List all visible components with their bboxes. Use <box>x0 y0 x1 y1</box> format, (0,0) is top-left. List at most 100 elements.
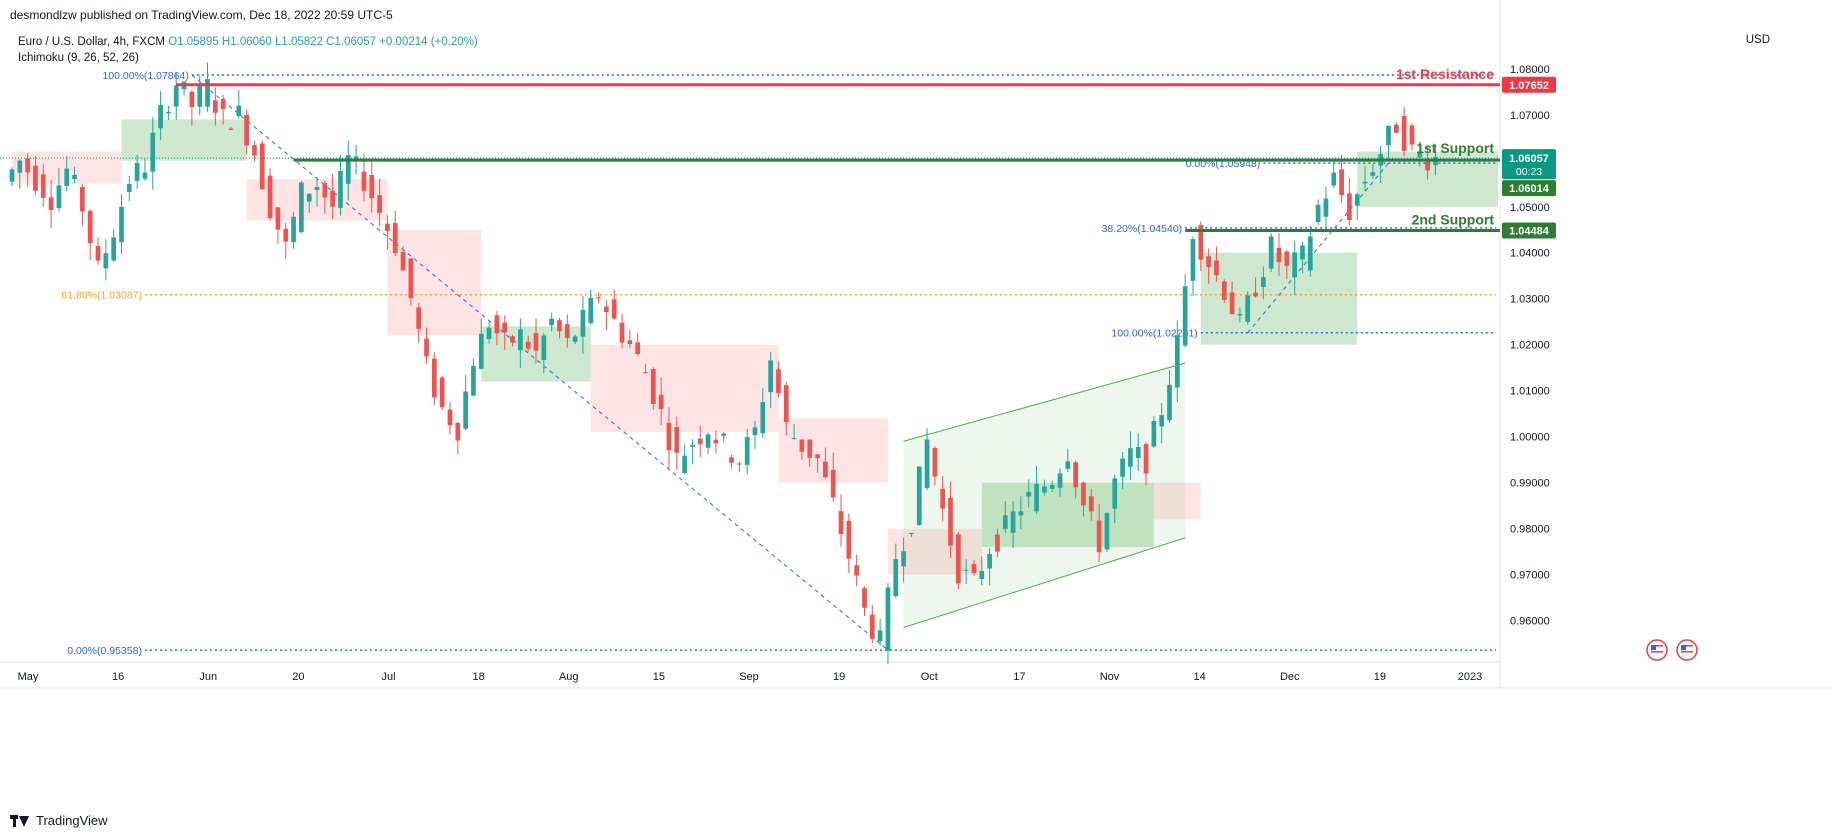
candle <box>776 361 781 398</box>
y-tick-label: 1.05000 <box>1510 202 1550 214</box>
candle <box>306 193 312 213</box>
candle <box>1214 246 1219 282</box>
candle <box>17 159 23 189</box>
candle <box>854 554 860 587</box>
publisher-line: desmondlzw published on TradingView.com,… <box>10 8 393 22</box>
cloud-segment <box>121 119 247 161</box>
symbol-line: Euro / U.S. Dollar, 4h, FXCM O1.05895 H1… <box>18 34 478 50</box>
ohlc-low: L1.05822 <box>275 36 323 48</box>
x-tick-label: 18 <box>473 671 485 683</box>
support1-price-badge-text: 1.06014 <box>1509 183 1550 195</box>
candle <box>1018 496 1024 530</box>
candle <box>1245 291 1251 325</box>
ichimoku-cloud <box>12 119 1498 575</box>
candle <box>1010 501 1016 548</box>
candle <box>1182 273 1188 348</box>
fib-trend-line[interactable] <box>191 74 889 651</box>
candle <box>510 334 515 347</box>
candle <box>1151 416 1157 448</box>
us-flag-event-icon[interactable] <box>1646 639 1668 661</box>
candle <box>948 481 953 558</box>
candle <box>1120 452 1125 489</box>
cloud-segment <box>981 482 1154 548</box>
y-tick-label: 0.96000 <box>1510 616 1550 628</box>
candle <box>932 446 938 486</box>
candle <box>400 246 406 271</box>
candle <box>1026 479 1032 508</box>
candle <box>150 116 156 190</box>
candle <box>799 439 805 461</box>
candle <box>502 315 508 350</box>
candle <box>674 416 680 470</box>
candle <box>1167 370 1172 423</box>
candle <box>650 367 656 410</box>
candle <box>588 289 594 325</box>
candle <box>729 454 734 469</box>
symbol-title[interactable]: Euro / U.S. Dollar, 4h, FXCM <box>18 36 165 48</box>
candle <box>1104 511 1110 552</box>
candle <box>408 257 414 306</box>
candle <box>1284 249 1290 280</box>
candle <box>744 428 750 475</box>
footer-brand[interactable]: TradingView <box>10 813 108 828</box>
footer-brand-label: TradingView <box>36 813 108 828</box>
cloud-segment <box>1153 482 1201 520</box>
candle <box>322 180 328 214</box>
x-tick-label: Sep <box>739 671 759 683</box>
candle <box>345 140 351 201</box>
candle <box>244 109 249 155</box>
candle <box>1362 166 1368 192</box>
candle <box>549 312 555 332</box>
candle <box>212 87 218 126</box>
candle <box>604 300 609 330</box>
candle <box>635 333 641 356</box>
candle <box>940 475 946 522</box>
candle <box>909 532 914 537</box>
indicator-line[interactable]: Ichimoku (9, 26, 52, 26) <box>18 52 139 64</box>
support1-price-badge: 1.06014 <box>1502 180 1556 197</box>
candle <box>557 317 562 339</box>
candle <box>1174 320 1180 403</box>
candle <box>314 177 320 207</box>
candle <box>1128 431 1133 481</box>
candle <box>1096 503 1102 562</box>
candle <box>385 215 390 250</box>
candle <box>768 351 773 409</box>
channel-upper-line[interactable] <box>903 362 1186 442</box>
candle <box>791 424 797 440</box>
first-resistance-label: 1st Resistance <box>1396 66 1494 82</box>
candle <box>783 381 789 436</box>
candle <box>1088 488 1094 521</box>
candle <box>971 559 977 577</box>
candle <box>924 428 930 491</box>
first-support-label: 1st Support <box>1416 140 1494 156</box>
candle <box>1049 480 1055 492</box>
candle <box>25 153 30 187</box>
candle <box>564 314 570 348</box>
candle <box>1002 501 1008 533</box>
candle <box>713 430 719 454</box>
candle <box>1409 123 1415 151</box>
candle <box>463 374 468 431</box>
candle <box>877 618 883 646</box>
candle <box>737 461 742 472</box>
candle <box>80 184 85 226</box>
candle <box>330 174 336 220</box>
candle <box>158 91 163 141</box>
candle <box>95 237 101 265</box>
us-flag-event-icon[interactable] <box>1676 639 1698 661</box>
candle <box>823 447 828 479</box>
y-tick-label: 1.01000 <box>1510 386 1550 398</box>
candle <box>1253 277 1258 298</box>
candle <box>87 209 93 261</box>
candle <box>166 105 171 120</box>
candle <box>486 321 492 344</box>
candle <box>572 334 578 345</box>
candle <box>471 358 476 397</box>
channel-lower-line[interactable] <box>903 537 1186 628</box>
candle <box>40 164 46 207</box>
candle <box>1401 107 1407 157</box>
candle <box>103 239 109 281</box>
